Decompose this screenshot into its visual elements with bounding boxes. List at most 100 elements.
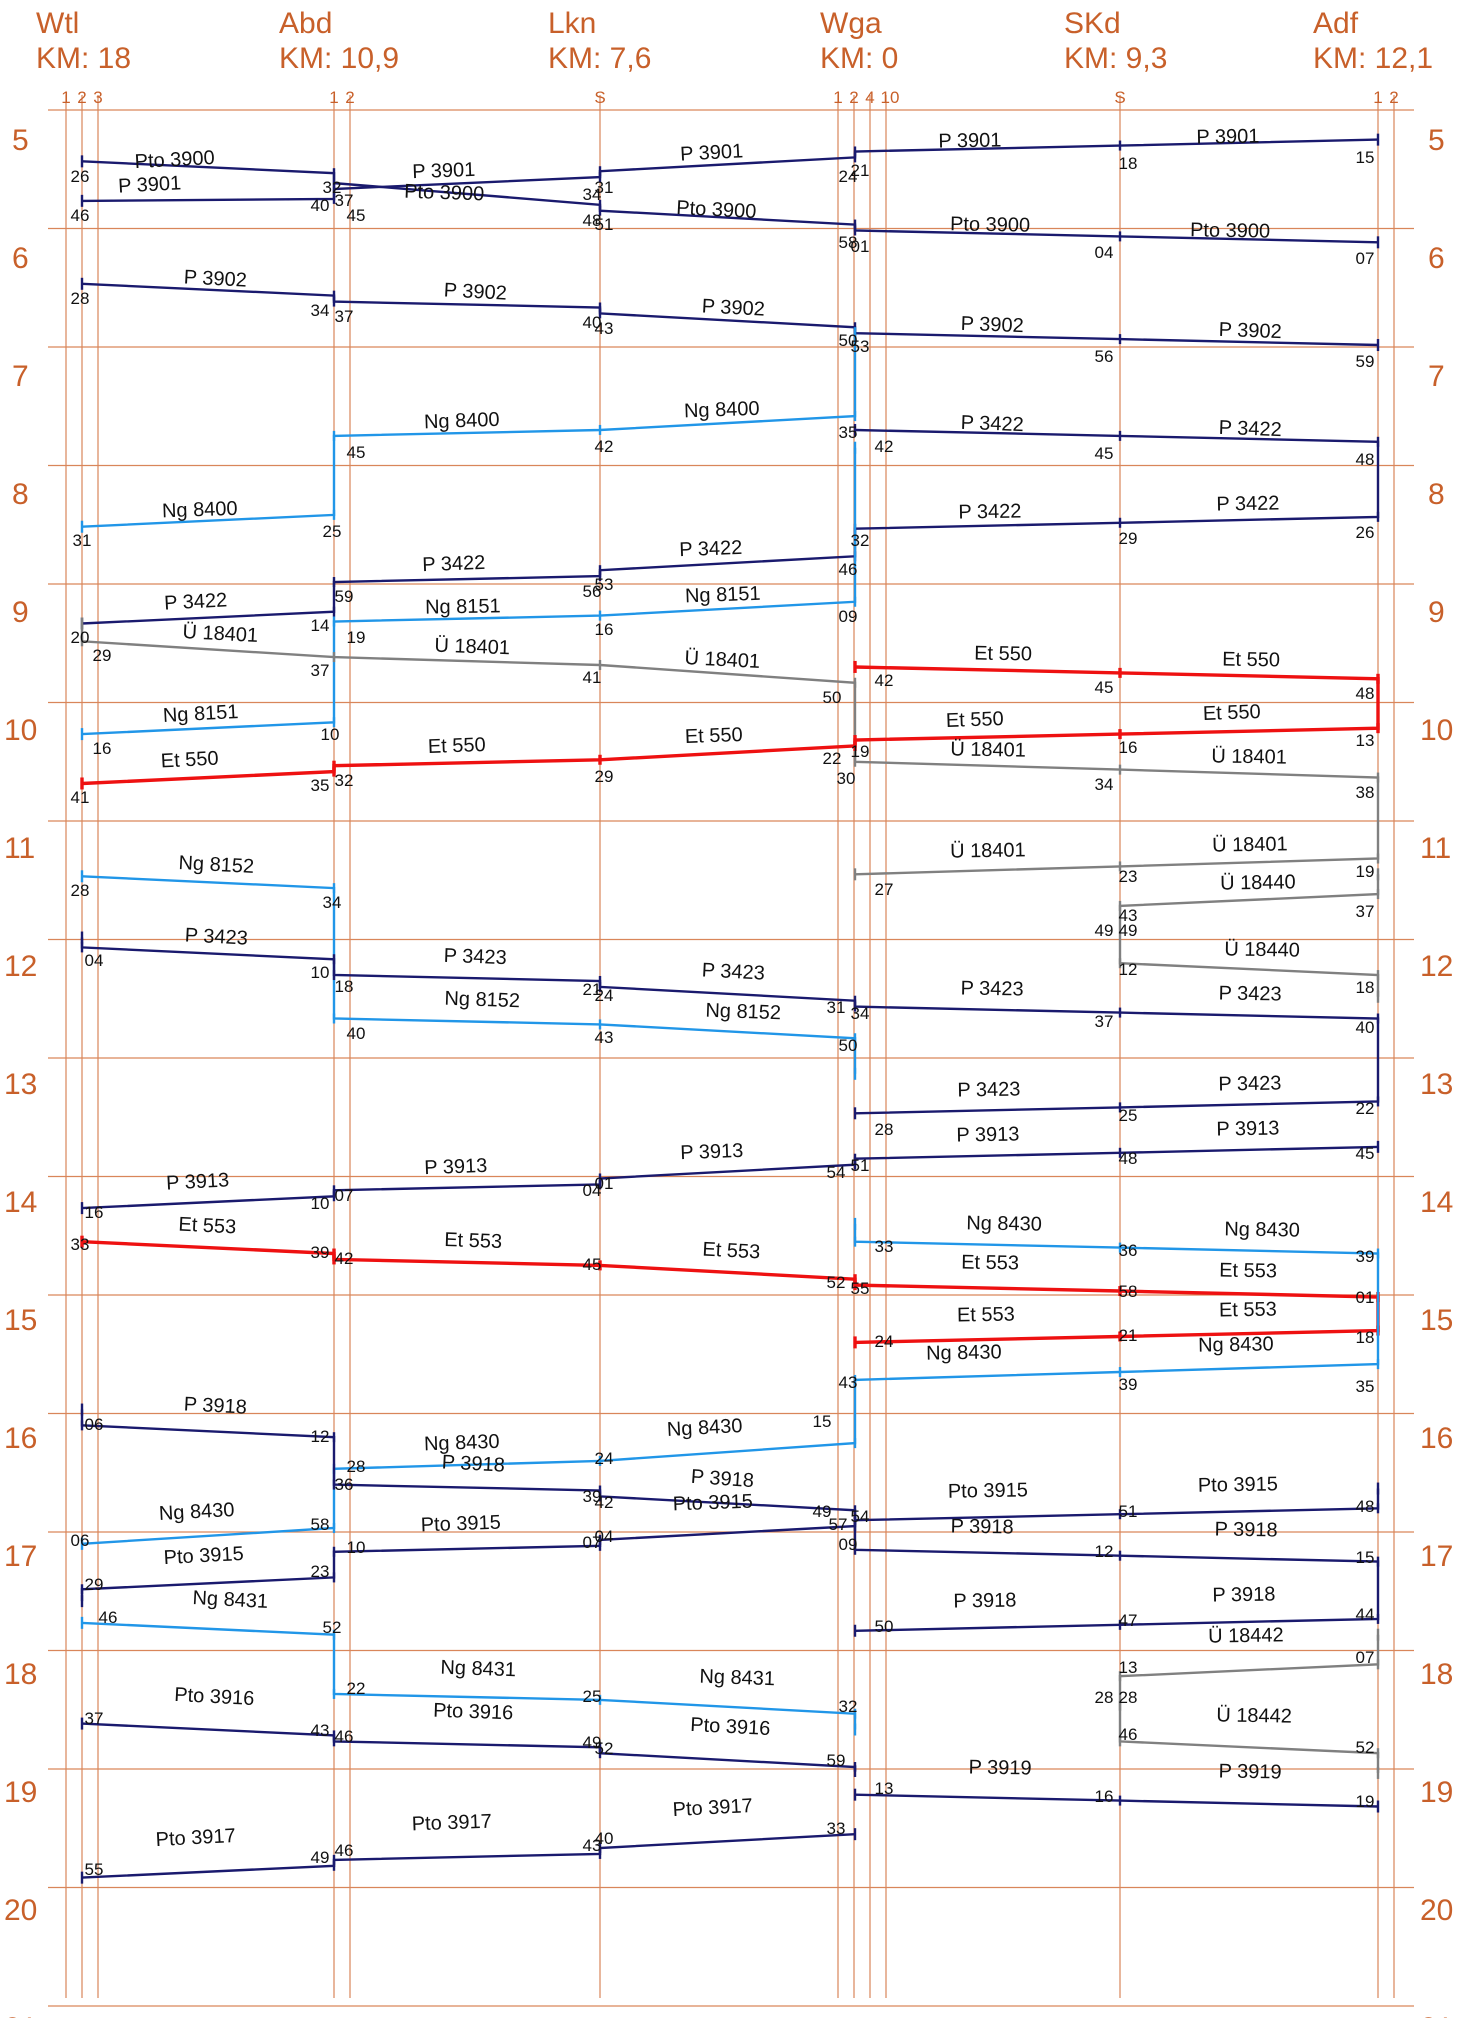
minute-label: 25 — [1119, 1106, 1138, 1125]
minute-label: 30 — [837, 769, 856, 788]
hour-label-left-11: 11 — [4, 832, 35, 865]
minute-label: 54 — [827, 1163, 846, 1182]
minute-label: 42 — [875, 437, 894, 456]
minute-label: 14 — [311, 616, 330, 635]
hour-labels: 5 5 6 6 7 7 8 8 9 9 10 10 11 11 12 12 13… — [4, 124, 1453, 2018]
minute-label: 49 — [813, 1502, 832, 1521]
minute-label: 41 — [71, 788, 90, 807]
hour-label-left-21: 21 — [4, 2012, 37, 2018]
minute-label: 34 — [583, 185, 602, 204]
minute-label: 58 — [1119, 1282, 1138, 1301]
minute-label: 15 — [1356, 148, 1375, 167]
minute-label: 37 — [311, 661, 330, 680]
train-number-label: P 3918 — [953, 1589, 1016, 1612]
train-number-label: Ng 8400 — [684, 398, 760, 423]
train-number-label: P 3902 — [701, 295, 765, 320]
minute-label: 04 — [583, 1181, 602, 1200]
minute-label: 37 — [335, 307, 354, 326]
minute-label: 29 — [1119, 529, 1138, 548]
hour-label-left-13: 13 — [4, 1068, 37, 1101]
minute-label: 24 — [839, 167, 858, 186]
train-number-label: P 3422 — [679, 537, 743, 561]
train-number-label: P 3913 — [1216, 1117, 1279, 1140]
track-label-lkn-s: S — [594, 88, 605, 107]
train-number-label: P 3902 — [443, 279, 507, 304]
minute-label: 28 — [347, 1457, 366, 1476]
train-number-label: P 3918 — [441, 1451, 505, 1476]
train-number-label: Ü 18401 — [434, 635, 510, 660]
hour-label-left-12: 12 — [4, 950, 37, 983]
minute-label: 19 — [851, 742, 870, 761]
train-number-label: P 3918 — [183, 1393, 247, 1418]
minute-label: 16 — [595, 620, 614, 639]
train-number-label: Pto 3915 — [420, 1512, 501, 1537]
minute-label: 19 — [1356, 862, 1375, 881]
minute-label: 10 — [311, 1194, 330, 1213]
train-number-label: Ng 8151 — [425, 595, 501, 618]
minute-label: 33 — [827, 1819, 846, 1838]
minute-label: 45 — [1356, 1144, 1375, 1163]
train-number-label: P 3423 — [960, 977, 1023, 1000]
train-number-label: Et 550 — [428, 734, 487, 758]
minute-label: 48 — [1356, 1497, 1375, 1516]
minute-label: 37 — [1356, 902, 1375, 921]
train-number-label: Ü 18401 — [950, 738, 1026, 761]
minute-label: 19 — [347, 628, 366, 647]
train-number-label: P 3422 — [164, 589, 228, 614]
minute-label: 10 — [347, 1538, 366, 1557]
train-number-label: P 3901 — [412, 159, 476, 183]
track-label-adf-2: 2 — [1389, 88, 1398, 107]
train-number-label: Pto 3916 — [433, 1700, 514, 1725]
train-number-label: Et 550 — [160, 748, 219, 773]
minute-label: 59 — [335, 587, 354, 606]
station-name-lkn: Lkn — [548, 7, 596, 40]
train-number-label: P 3902 — [183, 266, 247, 291]
train-number-label: P 3913 — [680, 1140, 744, 1164]
train-number-label: Ng 8430 — [424, 1431, 500, 1456]
minute-label: 49 — [311, 1848, 330, 1867]
minute-label: 42 — [875, 671, 894, 690]
hour-label-right-9: 9 — [1428, 596, 1445, 629]
train-number-label: Ü 18401 — [182, 621, 259, 647]
train-number-label: Et 550 — [946, 708, 1005, 732]
minute-label: 46 — [335, 1727, 354, 1746]
train-number-label: P 3423 — [443, 945, 507, 969]
train-number-label: P 3902 — [1218, 319, 1282, 343]
train-path — [81, 875, 857, 1074]
minute-label: 20 — [71, 628, 90, 647]
minute-label: 45 — [347, 206, 366, 225]
minute-label: 43 — [311, 1721, 330, 1740]
minute-label: 40 — [1356, 1018, 1375, 1037]
minute-label: 37 — [335, 191, 354, 210]
hour-label-left-19: 19 — [4, 1776, 37, 1809]
minute-label: 36 — [1119, 1241, 1138, 1260]
minute-label: 28 — [1095, 1688, 1114, 1707]
hour-label-left-8: 8 — [12, 478, 29, 511]
minute-label: 32 — [839, 1697, 858, 1716]
minute-label: 16 — [93, 739, 112, 758]
train-number-label: Et 553 — [961, 1251, 1019, 1274]
track-label-skd-s: S — [1114, 88, 1125, 107]
minute-label: 36 — [335, 1475, 354, 1494]
track-label-wga-10: 10 — [881, 88, 900, 107]
hour-label-left-16: 16 — [4, 1422, 37, 1455]
minute-label: 28 — [1119, 1688, 1138, 1707]
minute-label: 18 — [1356, 978, 1375, 997]
minute-label: 15 — [1356, 1548, 1375, 1567]
train-number-label: P 3422 — [960, 412, 1024, 436]
minute-label: 52 — [1356, 1738, 1375, 1757]
station-km-skd: KM: 9,3 — [1064, 42, 1167, 75]
minute-label: 12 — [1119, 960, 1138, 979]
minute-label: 45 — [583, 1255, 602, 1274]
minute-label: 46 — [1119, 1725, 1138, 1744]
minute-label: 01 — [1356, 1288, 1375, 1307]
train-number-label: Ü 18401 — [1211, 745, 1287, 768]
train-number-label: Ng 8431 — [699, 1666, 775, 1691]
train-number-label: Pto 3916 — [690, 1714, 771, 1740]
minute-label: 32 — [323, 178, 342, 197]
hour-label-right-6: 6 — [1428, 242, 1445, 275]
train-number-label: P 3902 — [960, 313, 1024, 337]
minute-label: 50 — [875, 1617, 894, 1636]
track-label-wga-4: 4 — [865, 88, 874, 107]
